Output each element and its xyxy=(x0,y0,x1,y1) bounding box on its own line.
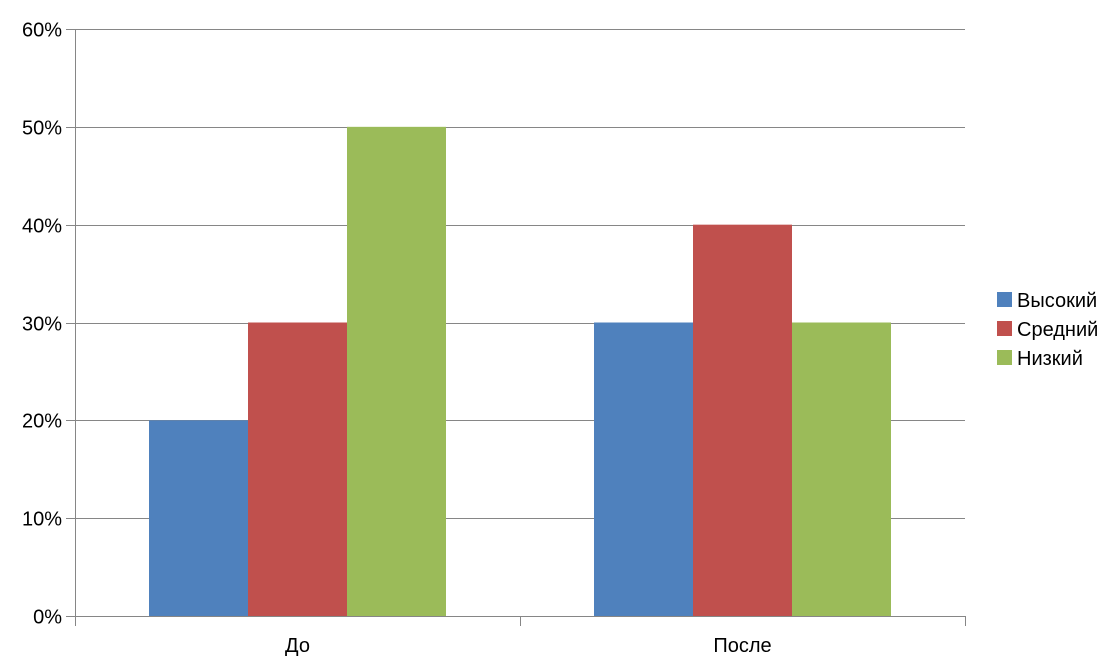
y-tick-label: 10% xyxy=(22,509,62,531)
y-tick-label: 30% xyxy=(22,314,62,336)
bar-2-1 xyxy=(248,322,347,616)
legend: Высокий Средний Низкий xyxy=(997,290,1098,370)
y-tick-label: 0% xyxy=(33,607,62,629)
y-tick-label: 20% xyxy=(22,411,62,433)
x-tick-label: После xyxy=(713,635,771,657)
bar-2-2 xyxy=(693,224,792,616)
bar-3-1 xyxy=(347,126,446,616)
bars xyxy=(149,126,891,616)
x-tick-labels: До После xyxy=(285,635,772,657)
bar-3-2 xyxy=(792,322,891,616)
legend-label: Низкий xyxy=(1017,348,1083,370)
x-tick-label: До xyxy=(285,635,310,657)
legend-label: Высокий xyxy=(1017,290,1097,312)
legend-swatch xyxy=(997,321,1012,336)
y-tick-label: 60% xyxy=(22,20,62,42)
legend-label: Средний xyxy=(1017,319,1098,341)
bar-1-2 xyxy=(594,322,693,616)
y-tick-label: 50% xyxy=(22,118,62,140)
legend-swatch xyxy=(997,350,1012,365)
y-tick-labels: 0% 10% 20% 30% 40% 50% 60% xyxy=(22,20,62,629)
legend-swatch xyxy=(997,292,1012,307)
axes xyxy=(66,29,966,626)
bar-1-1 xyxy=(149,420,248,616)
y-tick-label: 40% xyxy=(22,216,62,238)
